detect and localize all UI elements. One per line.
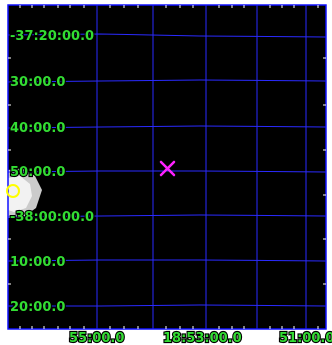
ra-label: 55:00.0 [69,331,124,345]
tick-marks [8,5,326,329]
x-cross-marker[interactable] [159,160,176,177]
ra-label: 18:53:00.0 [163,331,242,345]
dec-label: 20:00.0 [10,300,65,315]
grid-line-dec [7,125,327,129]
dec-label: 10:00.0 [10,255,65,270]
dec-label: 50:00.0 [10,165,65,180]
grid-line-dec [7,259,327,262]
coordinate-grid [7,5,327,329]
dec-label: -37:20:00.0 [10,29,94,44]
grid-line-dec [7,214,327,218]
dec-label: 40:00.0 [10,121,65,136]
image-frame [7,4,327,330]
grid-line-dec [7,170,327,173]
grid-line-dec [8,304,327,307]
ra-label: 51:00.0 [279,331,332,345]
dec-label: 30:00.0 [10,75,65,90]
grid-line-dec [7,33,327,38]
circle-marker[interactable] [6,184,20,198]
dec-label: -38:00:00.0 [10,210,94,225]
grid-line-dec [7,79,327,83]
